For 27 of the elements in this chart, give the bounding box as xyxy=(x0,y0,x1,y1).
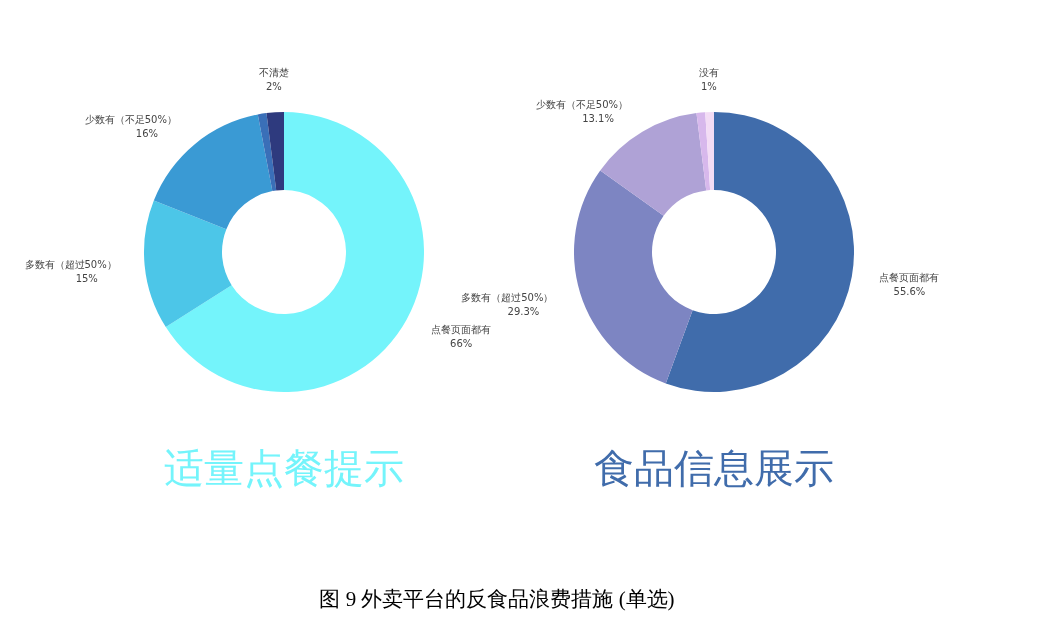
data-label: 1% xyxy=(700,81,717,93)
data-label: 16% xyxy=(135,127,159,139)
data-label: 15% xyxy=(75,272,98,284)
donut-slice xyxy=(257,113,277,192)
donut-slice xyxy=(705,112,714,191)
data-label: 66% xyxy=(450,337,473,349)
donut-slice xyxy=(696,112,711,191)
donut-slice xyxy=(144,200,232,328)
data-label: 55.6% xyxy=(893,286,926,298)
slice-label: 没有 xyxy=(698,67,719,79)
text: 适量点餐提示 xyxy=(164,445,404,491)
caption: 图 9 外卖平台的反食品浪费措施 (单选) xyxy=(319,587,675,611)
data-label: 2% xyxy=(265,81,282,93)
donut-slice xyxy=(665,112,854,392)
slice-label: 不清楚 xyxy=(258,67,289,79)
data-label: 29.3% xyxy=(507,306,540,318)
donut-slice xyxy=(574,170,693,384)
donut-slice xyxy=(165,112,424,392)
slice-label: 点餐页面都有 xyxy=(879,272,940,284)
slice-label: 少数有（不足50%） xyxy=(535,98,629,110)
slice-label: 点餐页面都有 xyxy=(431,323,492,335)
slice-label: 多数有（超过50%） xyxy=(461,292,554,304)
text: 食品信息展示 xyxy=(594,445,834,491)
data-label: 13.1% xyxy=(582,112,614,124)
slice-label: 多数有（超过50%） xyxy=(24,258,117,270)
donut-slice xyxy=(266,112,284,191)
slice-label: 少数有（不足50%） xyxy=(84,113,177,125)
